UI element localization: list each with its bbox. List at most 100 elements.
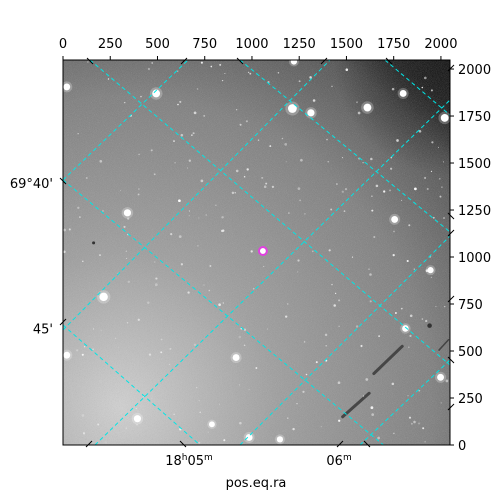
x-tick-label: 1250 [283, 37, 316, 52]
faint-star [147, 301, 150, 304]
faint-star [337, 381, 341, 385]
faint-star [341, 157, 344, 159]
faint-star [371, 209, 374, 212]
faint-star [324, 333, 328, 337]
faint-star [441, 186, 443, 188]
world-tick-marks [59, 57, 455, 448]
bright-star [399, 90, 407, 97]
faint-star [378, 335, 380, 337]
faint-star [136, 423, 138, 426]
world-tick-mark [447, 295, 455, 303]
faint-star [180, 133, 184, 137]
y-tick-label: 1500 [458, 157, 491, 172]
faint-star [304, 213, 306, 215]
faint-star [296, 402, 298, 405]
bright-star [437, 373, 444, 381]
faint-star [199, 411, 202, 414]
dark-spot [427, 323, 432, 328]
faint-star [413, 420, 416, 424]
faint-star [409, 314, 413, 318]
faint-star [187, 291, 190, 294]
faint-star [265, 182, 268, 185]
x-tick-label: 0 [59, 37, 67, 52]
faint-star [344, 187, 348, 191]
faint-star [239, 123, 242, 126]
faint-star [266, 328, 269, 330]
faint-star [243, 175, 246, 178]
dark-streaks [341, 338, 450, 419]
faint-star [235, 169, 239, 173]
y-tick-label: 2000 [458, 63, 491, 78]
faint-star [221, 229, 225, 232]
faint-star [188, 159, 191, 162]
ra-value: 05 [188, 454, 205, 469]
faint-star [305, 373, 308, 376]
faint-star [198, 217, 200, 219]
grid-line [63, 324, 201, 445]
faint-star [338, 299, 341, 302]
faint-star [373, 235, 376, 239]
faint-star [393, 432, 395, 435]
world-tick-mark [447, 64, 455, 72]
x-tick-label: 1750 [377, 37, 410, 52]
faint-star [331, 283, 333, 286]
faint-star [362, 161, 364, 164]
faint-star [371, 195, 373, 198]
grid-line [63, 60, 331, 331]
faint-star [442, 161, 445, 163]
faint-star [179, 100, 182, 103]
faint-star [439, 178, 441, 180]
faint-star [370, 157, 373, 161]
faint-star [425, 319, 428, 323]
faint-star [193, 111, 197, 115]
faint-star [138, 153, 140, 156]
faint-star [215, 204, 217, 207]
faint-star [383, 190, 386, 193]
faint-star [197, 245, 199, 247]
faint-star [178, 235, 182, 238]
faint-star [63, 228, 66, 232]
faint-star [77, 206, 80, 210]
faint-star [92, 328, 94, 330]
faint-star [424, 441, 426, 443]
faint-star [413, 268, 415, 270]
y-tick-label: 250 [458, 392, 483, 407]
world-tick-mark [180, 57, 188, 65]
faint-star [63, 250, 66, 254]
faint-star [125, 257, 127, 259]
faint-star [435, 306, 437, 308]
faint-star [338, 419, 341, 422]
ra-value: 06 [326, 454, 343, 469]
ra-unit: h [182, 453, 188, 463]
faint-star [328, 249, 331, 252]
world-tick-mark [447, 403, 455, 411]
faint-star [126, 322, 129, 324]
faint-star [150, 397, 153, 400]
faint-star [431, 141, 434, 144]
faint-star [238, 335, 242, 339]
source-marker [257, 245, 268, 256]
ra-tick-label: 06m [326, 453, 351, 469]
faint-star [155, 277, 158, 280]
bright-star [133, 415, 142, 423]
faint-star [75, 349, 79, 352]
dark-spots [92, 241, 432, 328]
faint-star [153, 173, 156, 176]
faint-star [432, 216, 435, 219]
faint-star [198, 441, 201, 444]
faint-star [312, 99, 316, 102]
faint-star [330, 208, 333, 211]
faint-star [99, 254, 101, 256]
bright-star [63, 351, 71, 359]
faint-star [331, 85, 333, 88]
world-tick-mark [447, 212, 455, 220]
x-tick-label: 1000 [235, 37, 268, 52]
bright-star [276, 436, 284, 443]
faint-star [245, 120, 248, 123]
dark-streak [341, 391, 371, 419]
faint-star [391, 382, 395, 386]
faint-star [445, 379, 449, 383]
bright-star [99, 292, 108, 302]
faint-star [207, 431, 209, 433]
faint-star [424, 176, 427, 180]
